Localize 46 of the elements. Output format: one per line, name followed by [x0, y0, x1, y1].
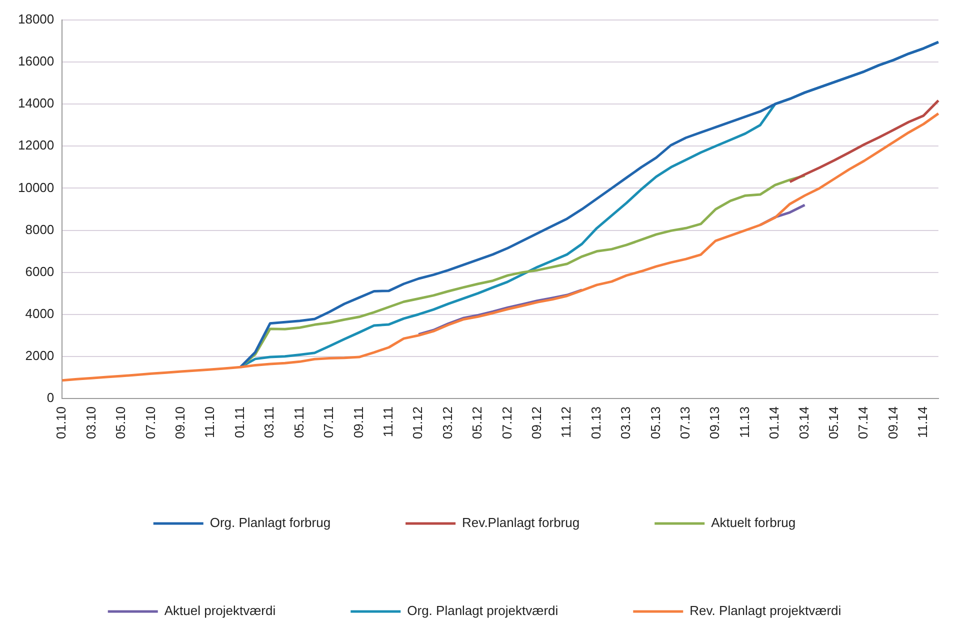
x-tick-label: 03.13: [618, 406, 634, 440]
x-tick-label: 07.10: [142, 406, 158, 440]
x-tick-label: 07.11: [321, 406, 336, 438]
x-tick-label: 01.12: [410, 406, 426, 440]
y-tick-label: 0: [46, 390, 54, 406]
x-tick-label: 07.12: [499, 406, 514, 440]
y-tick-label: 18000: [18, 12, 54, 27]
x-tick-label: 11.10: [202, 406, 218, 438]
y-tick-label: 4000: [25, 306, 54, 321]
x-tick-label: 07.14: [856, 406, 871, 440]
x-tick-label: 05.12: [470, 406, 485, 440]
legend-label: Aktuelt forbrug: [711, 515, 796, 530]
y-tick-label: 6000: [25, 264, 54, 279]
y-tick-label: 10000: [18, 180, 54, 195]
x-tick-label: 03.12: [440, 406, 455, 440]
y-tick-label: 12000: [18, 138, 54, 153]
x-tick-label: 03.14: [796, 406, 812, 440]
x-tick-label: 09.13: [707, 406, 722, 440]
legend-label: Org. Planlagt projektværdi: [407, 603, 558, 618]
x-tick-label: 09.11: [350, 406, 366, 438]
y-tick-label: 14000: [18, 96, 54, 111]
legend-label: Aktuel projektværdi: [164, 603, 276, 618]
x-tick-label: 09.10: [172, 406, 188, 440]
x-tick-label: 07.13: [678, 406, 692, 440]
x-tick-label: 01.13: [588, 406, 604, 440]
x-tick-label: 11.13: [736, 406, 752, 438]
x-tick-label: 09.14: [885, 406, 900, 440]
y-tick-label: 8000: [25, 222, 54, 237]
x-tick-label: 05.14: [826, 406, 842, 440]
legend-label: Org. Planlagt forbrug: [210, 515, 331, 530]
x-tick-label: 05.10: [113, 406, 128, 440]
x-tick-label: 01.14: [766, 406, 782, 440]
x-tick-label: 11.12: [558, 406, 574, 438]
x-tick-label: 03.10: [83, 406, 98, 440]
x-tick-label: 03.11: [262, 406, 277, 438]
x-tick-label: 05.13: [648, 406, 663, 440]
legend-label: Rev.Planlagt forbrug: [462, 515, 580, 530]
legend-label: Rev. Planlagt projektværdi: [690, 603, 842, 618]
x-tick-label: 09.12: [528, 406, 544, 440]
x-tick-label: 11.14: [915, 406, 930, 438]
x-tick-label: 01.11: [232, 406, 247, 438]
x-tick-label: 05.11: [291, 406, 306, 438]
y-tick-label: 2000: [25, 348, 54, 363]
x-tick-label: 11.11: [380, 406, 396, 438]
y-tick-label: 16000: [18, 54, 54, 69]
x-tick-label: 01.10: [54, 406, 69, 440]
